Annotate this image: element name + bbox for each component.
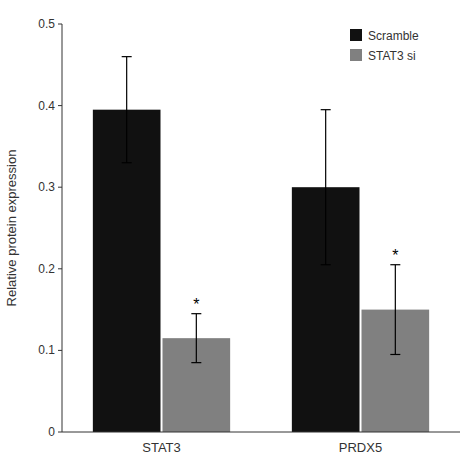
error-cap	[390, 354, 400, 355]
y-tick	[58, 24, 62, 25]
x-axis-line	[62, 432, 460, 433]
error-line	[395, 265, 396, 355]
y-tick-label: 0.3	[38, 180, 55, 194]
y-tick-label: 0.1	[38, 343, 55, 357]
y-axis-label: Relative protein expression	[4, 150, 19, 307]
error-cap	[191, 313, 201, 314]
chart: * * 0 0.1 0.2 0.3 0.4 0.5 STAT3 PRDX5 Relative pro…	[0, 0, 474, 474]
error-line	[196, 314, 197, 363]
y-tick	[58, 268, 62, 269]
legend-swatch	[350, 29, 362, 41]
y-axis-line	[62, 24, 63, 432]
y-tick	[58, 187, 62, 188]
y-tick-label: 0	[48, 425, 55, 439]
error-bar	[122, 57, 132, 163]
y-tick	[58, 105, 62, 106]
legend-label: STAT3 si	[368, 49, 416, 63]
error-line	[126, 57, 127, 163]
x-tick-label: PRDX5	[339, 440, 382, 455]
error-cap	[191, 362, 201, 363]
y-tick-label: 0.4	[38, 99, 55, 113]
error-cap	[321, 109, 331, 110]
error-bar	[321, 110, 331, 265]
legend: Scramble STAT3 si	[350, 29, 419, 63]
error-cap	[122, 56, 132, 57]
y-tick-label: 0.5	[38, 17, 55, 31]
significance-label: *	[193, 296, 199, 313]
chart-container: * * 0 0.1 0.2 0.3 0.4 0.5 STAT3 PRDX5 Relative pro…	[0, 0, 474, 474]
error-bar	[390, 265, 400, 355]
legend-swatch	[350, 49, 362, 61]
legend-label: Scramble	[368, 29, 419, 43]
y-tick	[58, 432, 62, 433]
error-cap	[122, 162, 132, 163]
significance-label: *	[392, 247, 398, 264]
error-bar	[191, 314, 201, 363]
error-line	[325, 110, 326, 265]
y-tick	[58, 350, 62, 351]
error-cap	[321, 264, 331, 265]
plot-area	[93, 57, 429, 432]
error-cap	[390, 264, 400, 265]
y-tick-label: 0.2	[38, 262, 55, 276]
x-tick-label: STAT3	[142, 440, 181, 455]
